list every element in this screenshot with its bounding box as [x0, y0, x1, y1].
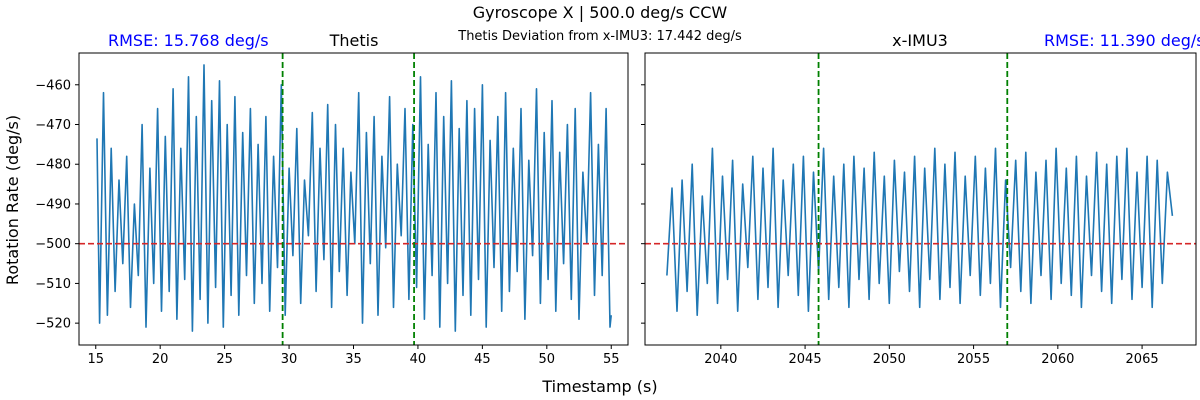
- y-axis-label: Rotation Rate (deg/s): [3, 115, 22, 285]
- rmse-label-thetis: RMSE: 15.768 deg/s: [108, 31, 269, 50]
- x-axis-label: Timestamp (s): [541, 377, 657, 396]
- x-tick-label: 35: [345, 352, 362, 367]
- figure-subtitle: Thetis Deviation from x-IMU3: 17.442 deg…: [457, 29, 742, 44]
- y-tick-label: −510: [35, 277, 71, 292]
- rmse-label-ximu3: RMSE: 11.390 deg/s: [1044, 31, 1200, 50]
- x-tick-label: 40: [410, 352, 427, 367]
- panel-ximu3: x-IMU3 RMSE: 11.390 deg/s 2040 2045 2050 20…: [641, 31, 1200, 367]
- x-tick-label: 2045: [789, 352, 822, 367]
- x-tick-label: 45: [474, 352, 491, 367]
- x-tick-label: 20: [152, 352, 169, 367]
- panel-title-thetis: Thetis: [329, 31, 379, 50]
- x-tick-label: 55: [603, 352, 620, 367]
- y-tick-label: −500: [35, 237, 71, 252]
- y-tick-label: −520: [35, 317, 71, 332]
- series-line-ximu3: [666, 147, 1174, 317]
- plot-frame-ximu3: [644, 52, 1197, 346]
- x-tick-label: 2050: [873, 352, 906, 367]
- x-tick-label: 15: [87, 352, 104, 367]
- x-tick-label: 2040: [704, 352, 737, 367]
- y-tick-label: −480: [35, 158, 71, 173]
- x-tick-label: 2060: [1041, 352, 1074, 367]
- figure-title: Gyroscope X | 500.0 deg/s CCW: [473, 3, 728, 22]
- y-tick-label: −490: [35, 197, 71, 212]
- x-tick-label: 30: [281, 352, 298, 367]
- x-tick-label: 50: [539, 352, 556, 367]
- series-line-thetis: [96, 64, 612, 332]
- panel-thetis: Thetis RMSE: 15.768 deg/s 15 20 25 30 35 40 45…: [35, 31, 629, 367]
- y-tick-label: −470: [35, 118, 71, 133]
- x-tick-label: 2065: [1126, 352, 1159, 367]
- panel-title-ximu3: x-IMU3: [892, 31, 948, 50]
- x-tick-label: 2055: [957, 352, 990, 367]
- x-tick-label: 25: [216, 352, 233, 367]
- y-tick-label: −460: [35, 78, 71, 93]
